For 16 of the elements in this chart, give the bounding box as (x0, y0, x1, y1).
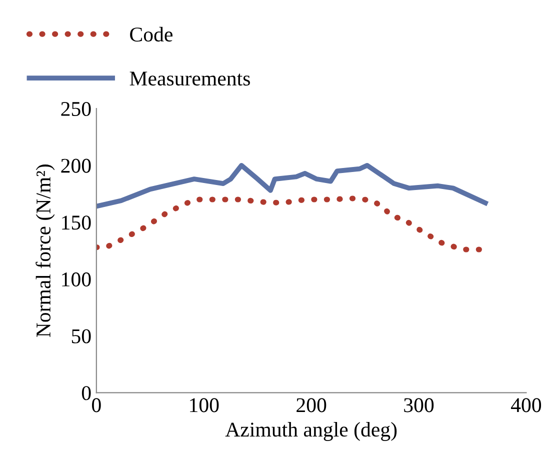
y-tick-label: 150 (62, 216, 91, 230)
y-axis-title: Normal force (N/m²) (36, 164, 55, 338)
x-tick-label: 400 (510, 398, 542, 412)
y-tick-label: 100 (62, 272, 91, 286)
x-axis-title: Azimuth angle (deg) (225, 422, 397, 441)
legend-label: Code (130, 26, 172, 42)
x-tick-label: 200 (296, 398, 326, 412)
line-series (96, 162, 488, 209)
y-tick-label: 250 (61, 102, 91, 116)
y-tick-label: 200 (61, 158, 91, 173)
y-tick-label: 50 (72, 329, 91, 344)
legend-label: Measurements (130, 72, 250, 86)
y-tick-label: 0 (82, 386, 91, 400)
x-tick-label: 100 (190, 398, 219, 412)
x-tick-label: 0 (92, 398, 101, 412)
x-tick-label: 300 (404, 398, 434, 412)
